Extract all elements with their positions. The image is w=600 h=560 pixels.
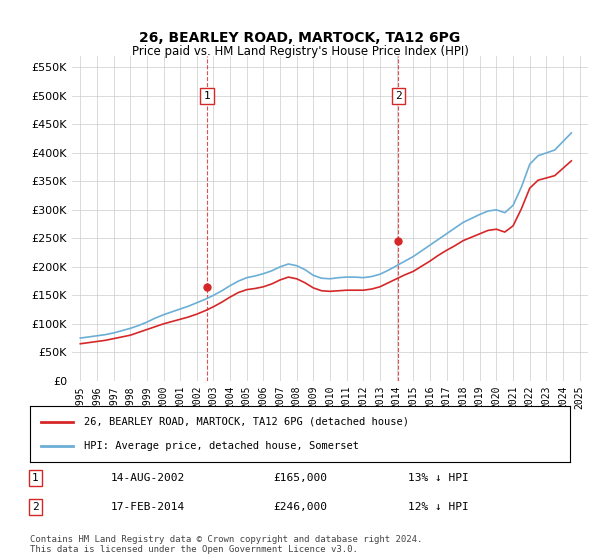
Text: 26, BEARLEY ROAD, MARTOCK, TA12 6PG (detached house): 26, BEARLEY ROAD, MARTOCK, TA12 6PG (det…: [84, 417, 409, 427]
Text: 14-AUG-2002: 14-AUG-2002: [111, 473, 185, 483]
Text: £246,000: £246,000: [273, 502, 327, 512]
Text: 13% ↓ HPI: 13% ↓ HPI: [408, 473, 469, 483]
Text: Price paid vs. HM Land Registry's House Price Index (HPI): Price paid vs. HM Land Registry's House …: [131, 45, 469, 58]
Text: 1: 1: [32, 473, 39, 483]
Text: 2: 2: [395, 91, 401, 101]
Text: HPI: Average price, detached house, Somerset: HPI: Average price, detached house, Some…: [84, 441, 359, 451]
Text: £165,000: £165,000: [273, 473, 327, 483]
Text: 2: 2: [32, 502, 39, 512]
Text: 17-FEB-2014: 17-FEB-2014: [111, 502, 185, 512]
Text: Contains HM Land Registry data © Crown copyright and database right 2024.
This d: Contains HM Land Registry data © Crown c…: [30, 535, 422, 554]
Text: 26, BEARLEY ROAD, MARTOCK, TA12 6PG: 26, BEARLEY ROAD, MARTOCK, TA12 6PG: [139, 31, 461, 45]
Text: 12% ↓ HPI: 12% ↓ HPI: [408, 502, 469, 512]
Text: 1: 1: [203, 91, 210, 101]
